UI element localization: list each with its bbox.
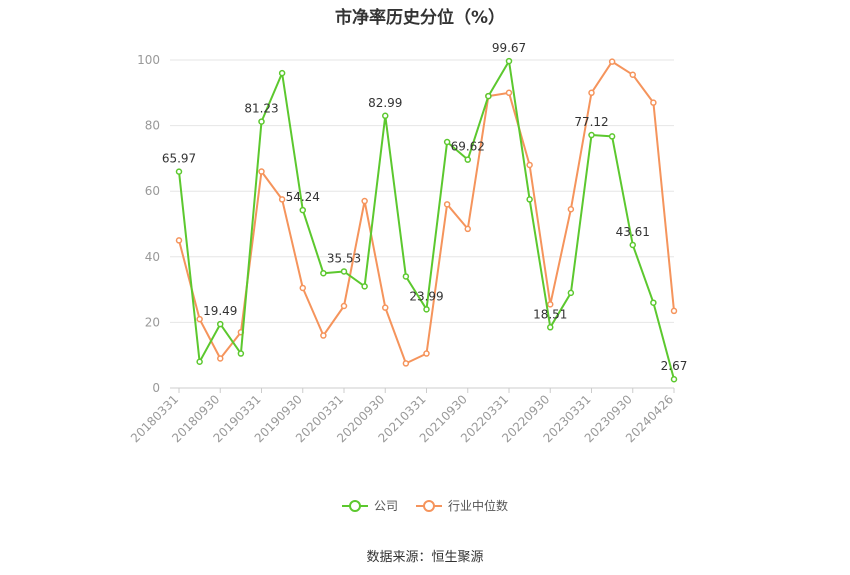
data-label: 23.99 [409, 289, 443, 303]
data-point-company [423, 306, 430, 313]
data-point-industry [588, 89, 595, 97]
data-point-industry [258, 168, 265, 175]
data-point-company [402, 273, 410, 280]
data-point-company [588, 131, 595, 139]
data-label: 19.49 [203, 304, 237, 318]
data-point-company [278, 69, 286, 77]
data-point-industry [567, 205, 575, 213]
data-point-industry [278, 196, 286, 203]
legend-item-company[interactable]: 公司 [341, 497, 398, 514]
data-point-company [175, 168, 183, 175]
data-point-industry [340, 302, 348, 310]
data-point-company [526, 196, 533, 203]
data-point-company [258, 118, 265, 125]
data-point-company [464, 156, 471, 163]
data-point-industry [650, 99, 657, 106]
data-point-company [629, 241, 636, 249]
data-point-company [547, 324, 554, 331]
data-point-industry [547, 301, 554, 308]
data-point-company [299, 206, 306, 214]
data-point-company [567, 289, 575, 297]
data-point-company [505, 57, 513, 65]
data-point-industry [382, 304, 389, 311]
data-point-industry [217, 355, 224, 362]
data-labels: 65.97 19.49 81.23 54.24 35.53 82.99 23.99 69.62… [162, 41, 688, 373]
legend-industry-label: 行业中位数 [448, 499, 509, 513]
data-point-industry [402, 360, 410, 367]
legend-company-marker-icon [341, 498, 368, 514]
data-point-industry [670, 307, 678, 315]
y-tick-label: 40 [145, 250, 160, 264]
data-label: 43.61 [616, 225, 650, 239]
data-point-industry [361, 197, 368, 205]
data-label: 69.62 [451, 140, 485, 154]
data-point-industry [464, 225, 471, 233]
legend: 公司 行业中位数 [0, 497, 850, 514]
gridlines [170, 59, 674, 323]
data-point-industry [299, 284, 306, 292]
data-point-industry [526, 161, 533, 169]
data-point-industry [629, 71, 636, 79]
data-point-company [485, 92, 492, 100]
data-label: 81.23 [244, 102, 278, 116]
series-lines [175, 57, 678, 383]
data-label: 77.12 [574, 115, 608, 129]
data-point-company [320, 269, 327, 277]
data-point-company [217, 320, 224, 328]
legend-company-label: 公司 [373, 499, 398, 513]
data-point-company [196, 358, 203, 366]
data-label: 99.67 [492, 41, 526, 55]
data-point-company [608, 133, 616, 140]
legend-item-industry[interactable]: 行业中位数 [416, 497, 508, 514]
y-tick-label: 100 [137, 53, 160, 67]
data-source: 数据来源：恒生聚源 [366, 550, 484, 565]
data-point-company [361, 283, 368, 290]
data-point-company [650, 299, 657, 306]
data-point-industry [175, 237, 183, 244]
data-point-industry [196, 315, 203, 323]
data-point-company [443, 138, 451, 146]
data-point-industry [443, 201, 451, 208]
data-point-industry [320, 332, 327, 339]
data-point-company [382, 112, 389, 120]
data-label: 82.99 [368, 96, 402, 110]
data-label: 54.24 [286, 190, 320, 204]
y-tick-label: 80 [145, 119, 160, 133]
data-label: 65.97 [162, 152, 196, 166]
y-tick-label: 0 [152, 381, 160, 395]
legend-industry-marker-icon [416, 498, 442, 514]
data-point-company [670, 375, 678, 383]
chart-title: 市净率历史分位（%） [334, 8, 506, 28]
data-point-company [340, 268, 348, 275]
data-point-industry [505, 89, 513, 97]
data-point-industry [423, 350, 430, 357]
data-point-company [237, 350, 245, 357]
data-label: 35.53 [327, 251, 361, 265]
data-point-industry [608, 58, 616, 65]
y-tick-label: 20 [145, 315, 160, 329]
data-label: 2.67 [661, 359, 688, 373]
y-tick-label: 60 [145, 184, 160, 198]
data-label: 18.51 [533, 307, 567, 321]
